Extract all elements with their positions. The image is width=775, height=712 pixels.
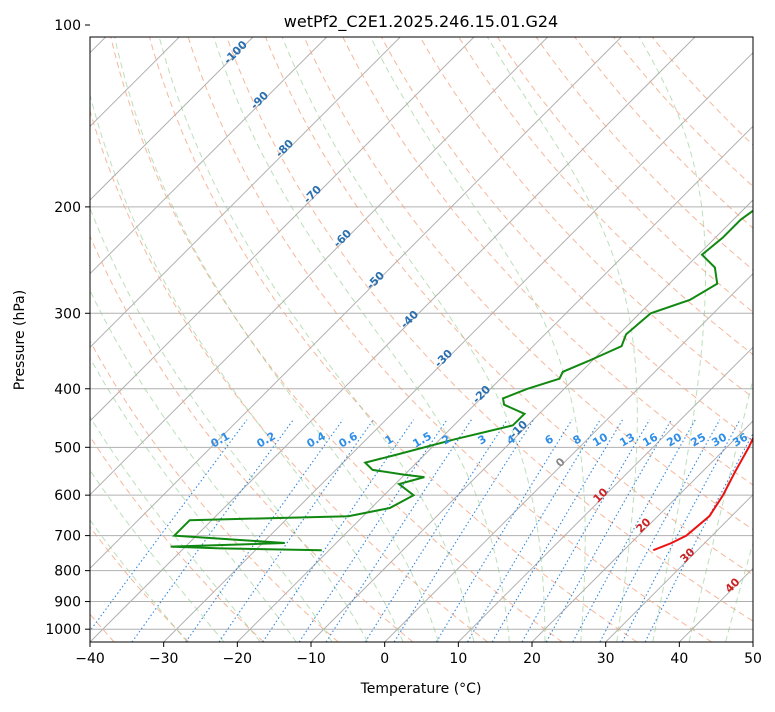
x-tick-label: 40 [670, 651, 688, 667]
x-axis-label: Temperature (°C) [360, 681, 482, 697]
y-tick-label: 300 [54, 306, 81, 322]
y-tick-label: 900 [54, 595, 81, 611]
x-tick-label: 50 [744, 651, 762, 667]
x-tick-label: −30 [149, 651, 179, 667]
y-tick-label: 1000 [45, 622, 81, 638]
y-tick-label: 600 [54, 488, 81, 504]
chart-title: wetPf2_C2E1.2025.246.15.01.G24 [284, 12, 558, 32]
x-tick-label: 20 [523, 651, 541, 667]
y-tick-label: 400 [54, 382, 81, 398]
y-tick-label: 800 [54, 564, 81, 580]
y-tick-label: 200 [54, 200, 81, 216]
x-tick-label: −40 [75, 651, 105, 667]
y-axis-label: Pressure (hPa) [12, 290, 28, 390]
x-tick-label: 0 [380, 651, 389, 667]
y-tick-label: 700 [54, 529, 81, 545]
y-tick-label: 500 [54, 440, 81, 456]
x-tick-label: 30 [597, 651, 615, 667]
x-tick-label: 10 [449, 651, 467, 667]
x-tick-label: −10 [296, 651, 326, 667]
x-tick-label: −20 [223, 651, 253, 667]
y-tick-label: 100 [54, 18, 81, 34]
